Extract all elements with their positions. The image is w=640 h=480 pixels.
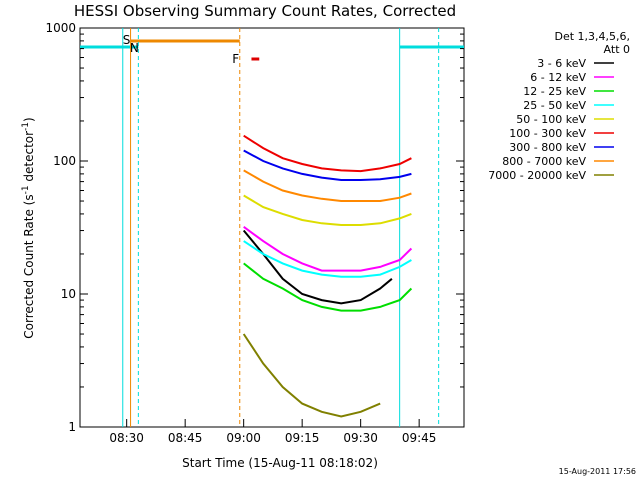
chart-title: HESSI Observing Summary Count Rates, Cor… xyxy=(74,2,456,20)
legend-header: Det 1,3,4,5,6, xyxy=(554,30,630,43)
legend-entry-label: 7000 - 20000 keV xyxy=(488,169,586,182)
x-tick-label: 08:30 xyxy=(109,431,144,445)
y-tick-label: 10 xyxy=(61,287,76,301)
legend-entry-label: 800 - 7000 keV xyxy=(502,155,586,168)
series-layer xyxy=(80,28,464,427)
annotation-label: F xyxy=(232,52,239,66)
legend-entry-label: 50 - 100 keV xyxy=(516,113,586,126)
series-line xyxy=(243,225,413,272)
x-tick-label: 09:30 xyxy=(343,431,378,445)
timestamp: 15-Aug-2011 17:56 xyxy=(559,467,636,476)
y-axis: 1 10 100 1000 xyxy=(45,21,464,434)
legend-entry-label: 300 - 800 keV xyxy=(509,141,586,154)
y-label-sup1: -1 xyxy=(21,185,31,194)
legend-header-2: Att 0 xyxy=(604,43,630,56)
series-line xyxy=(243,149,412,181)
x-tick-label: 08:45 xyxy=(168,431,203,445)
plot-frame xyxy=(79,27,465,428)
series-line xyxy=(243,262,413,312)
annotations: SN F xyxy=(123,33,240,66)
legend-entry-label: 25 - 50 keV xyxy=(523,99,586,112)
y-axis-label: Corrected Count Rate (s-1 detector-1) xyxy=(21,117,36,338)
x-tick-label: 09:45 xyxy=(402,431,437,445)
annotation-label: S xyxy=(123,33,131,47)
y-tick-label: 100 xyxy=(53,154,76,168)
y-label-sup2: -1 xyxy=(21,122,31,131)
x-axis: 08:30 08:45 09:00 09:15 09:30 09:45 xyxy=(109,419,436,445)
legend-entry-label: 100 - 300 keV xyxy=(509,127,586,140)
series-line xyxy=(243,194,412,226)
y-tick-label: 1 xyxy=(68,420,76,434)
legend-entry-label: 6 - 12 keV xyxy=(530,71,586,84)
x-tick-label: 09:15 xyxy=(285,431,320,445)
x-axis-label: Start Time (15-Aug-11 08:18:02) xyxy=(182,456,378,470)
series-line xyxy=(243,240,412,278)
legend-entry-label: 12 - 25 keV xyxy=(523,85,586,98)
y-tick-label: 1000 xyxy=(45,21,76,35)
y-label-part2: detector xyxy=(22,131,36,186)
y-label-part1: Corrected Count Rate (s xyxy=(22,194,36,338)
series-line xyxy=(243,169,412,202)
x-tick-label: 09:00 xyxy=(226,431,261,445)
y-label-part3: ) xyxy=(22,117,36,122)
legend-entry-label: 3 - 6 keV xyxy=(537,57,586,70)
series-line xyxy=(242,229,393,305)
annotation-label: N xyxy=(130,41,139,55)
series-line xyxy=(243,134,412,173)
series-line xyxy=(242,333,381,418)
